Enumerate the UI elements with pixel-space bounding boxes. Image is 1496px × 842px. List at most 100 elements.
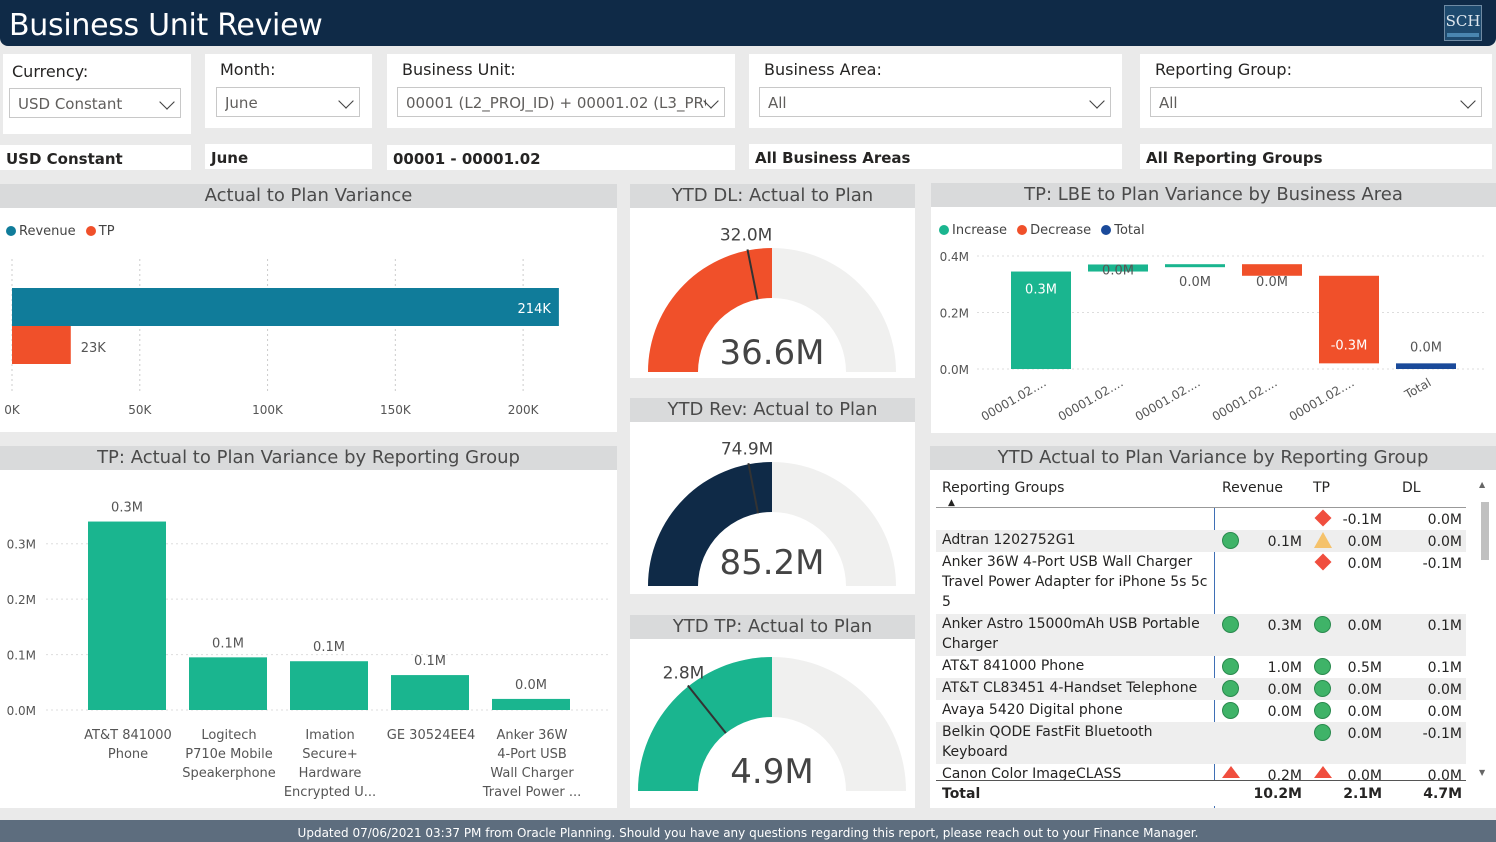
business-area-dropdown[interactable]: All: [759, 87, 1111, 117]
table-row[interactable]: AT&T 841000 Phone 1.0M 0.5M 0.1M: [936, 656, 1466, 678]
actual-to-plan-panel: Actual to Plan Variance Revenue TP 0K 50K…: [0, 184, 617, 432]
row-dl: 0.0M: [1427, 512, 1462, 528]
chart-legend: Increase Decrease Total: [939, 223, 1151, 238]
gauge-target-label: 2.8M: [663, 663, 705, 683]
x-tick-label: Anker 36W: [496, 728, 567, 743]
business-unit-slicer: Business Unit: 00001 (L2_PROJ_ID) + 0000…: [387, 54, 735, 128]
row-group-name: Adtran 1202752G1: [942, 532, 1076, 548]
x-tick-label: Secure+: [302, 747, 358, 762]
legend-decrease[interactable]: Decrease: [1017, 223, 1091, 238]
data-label: 0.1M: [313, 640, 345, 655]
legend-increase[interactable]: Increase: [939, 223, 1007, 238]
business-unit-dropdown[interactable]: 00001 (L2_PROJ_ID) + 00001.02 (L3_PROJ..…: [397, 87, 725, 117]
summary-business-area: All Business Areas: [749, 144, 1122, 169]
x-tick-label: GE 30524EE4: [387, 728, 475, 743]
chevron-down-icon: [338, 93, 354, 109]
x-tick-label: Hardware: [299, 766, 362, 781]
table-row[interactable]: Anker Astro 15000mAh USB Portable Charger…: [936, 614, 1466, 656]
month-dropdown[interactable]: June: [216, 87, 360, 117]
ytd-rev-gauge: 74.9M 85.2M: [648, 439, 896, 586]
summary-business-unit: 00001 - 00001.02: [387, 145, 735, 170]
x-tick-label: 100K: [252, 403, 284, 417]
scroll-up-icon[interactable]: ▲: [1479, 480, 1486, 489]
waterfall-bar: [1396, 363, 1456, 369]
status-alert-icon: [1222, 766, 1240, 778]
actual-to-plan-chart: 0K 50K 100K 150K 200K 214K 23K: [4, 259, 559, 417]
row-tp: 0.0M: [1347, 534, 1382, 550]
ytd-tp-panel: YTD TP: Actual to Plan 2.8M 4.9M: [630, 615, 915, 808]
data-label: 0.1M: [212, 636, 244, 651]
table-scrollbar[interactable]: ▲ ▼: [1479, 478, 1491, 778]
chart-legend: Revenue TP: [6, 224, 121, 239]
table-header: Reporting Groups ▲ Revenue TP DL: [936, 478, 1466, 508]
reporting-group-dropdown[interactable]: All: [1150, 87, 1482, 117]
table-row[interactable]: Adtran 1202752G1 0.1M 0.0M 0.0M: [936, 530, 1466, 552]
column-divider: [1214, 508, 1215, 808]
table-row[interactable]: Anker 36W 4-Port USB Wall Charger Travel …: [936, 552, 1466, 614]
waterfall-bar: [1242, 264, 1302, 276]
tp-bar: [12, 326, 71, 364]
sort-asc-icon: ▲: [948, 498, 955, 508]
data-label: 0.0M: [1256, 275, 1288, 290]
status-good-icon: [1314, 702, 1331, 719]
ytd-dl-gauge: 32.0M 36.6M: [648, 226, 896, 373]
reporting-group-label: Reporting Group:: [1155, 60, 1292, 79]
row-group-name: Canon Color ImageCLASS: [942, 766, 1122, 782]
data-label: 0.1M: [414, 654, 446, 669]
legend-label: Increase: [952, 223, 1008, 238]
summary-month: June: [205, 144, 372, 169]
status-warning-icon: [1314, 532, 1332, 548]
gauge-value-label: 85.2M: [719, 543, 824, 583]
table-row[interactable]: -0.1M 0.0M: [936, 508, 1466, 530]
header-reporting-groups[interactable]: Reporting Groups: [942, 480, 1065, 496]
panel-title: TP: LBE to Plan Variance by Business Are…: [931, 183, 1496, 207]
header-dl[interactable]: DL: [1402, 480, 1421, 496]
panel-title: YTD DL: Actual to Plan: [630, 184, 915, 208]
header-tp[interactable]: TP: [1313, 480, 1330, 496]
row-group-name: Anker Astro 15000mAh USB Portable: [942, 616, 1200, 632]
legend-revenue[interactable]: Revenue: [6, 224, 76, 239]
legend-tp[interactable]: TP: [85, 224, 115, 239]
business-area-value: All: [768, 94, 787, 112]
chevron-down-icon: [159, 94, 175, 110]
x-tick-label: AT&T 841000: [84, 728, 172, 743]
gauge-value-arc: [638, 657, 772, 791]
row-group-name: AT&T 841000 Phone: [942, 658, 1085, 674]
total-revenue: 10.2M: [1253, 786, 1302, 802]
table-row[interactable]: Avaya 5420 Digital phone 0.0M 0.0M 0.0M: [936, 700, 1466, 722]
status-alert-icon: [1314, 766, 1332, 778]
scroll-down-icon[interactable]: ▼: [1479, 768, 1486, 777]
x-tick-label: 00001.02....: [1133, 375, 1203, 423]
currency-dropdown[interactable]: USD Constant: [9, 88, 181, 118]
page-title: Business Unit Review: [9, 8, 323, 43]
header-revenue[interactable]: Revenue: [1222, 480, 1283, 496]
scrollbar-thumb[interactable]: [1481, 502, 1489, 560]
x-tick-label: P710e Mobile: [185, 747, 272, 762]
data-label: 0.0M: [1410, 340, 1442, 355]
data-label: 0.0M: [515, 678, 547, 693]
summary-reporting-group: All Reporting Groups: [1140, 144, 1492, 169]
row-tp: 0.0M: [1347, 618, 1382, 634]
row-dl: -0.1M: [1422, 556, 1462, 572]
logo-text: SCH: [1445, 12, 1481, 30]
legend-total[interactable]: Total: [1101, 223, 1145, 238]
ytd-tp-gauge: 2.8M 4.9M: [638, 657, 906, 792]
ytd-variance-table: Reporting Groups ▲ Revenue TP DL -0.1M 0.…: [930, 470, 1496, 808]
chevron-down-icon: [1460, 93, 1476, 109]
x-tick-label: 00001.02....: [979, 375, 1049, 423]
chevron-down-icon: [1089, 93, 1105, 109]
row-group-name: Avaya 5420 Digital phone: [942, 702, 1123, 718]
row-revenue: 0.3M: [1267, 618, 1302, 634]
status-good-icon: [1314, 658, 1331, 675]
row-group-name: Belkin QODE FastFit Bluetooth: [942, 724, 1153, 740]
waterfall-bar: [1165, 264, 1225, 268]
bar: [189, 657, 267, 710]
table-row[interactable]: AT&T CL83451 4-Handset Telephone 0.0M 0.0M…: [936, 678, 1466, 700]
legend-label: TP: [98, 224, 115, 239]
gauge-target-marker: [747, 463, 760, 514]
currency-slicer: Currency: USD Constant: [3, 54, 191, 134]
currency-value: USD Constant: [18, 95, 123, 113]
table-row[interactable]: Belkin QODE FastFit Bluetooth Keyboard 0.0…: [936, 722, 1466, 764]
y-tick-label: 0.1M: [7, 649, 36, 663]
row-group-name: AT&T CL83451 4-Handset Telephone: [942, 680, 1198, 696]
